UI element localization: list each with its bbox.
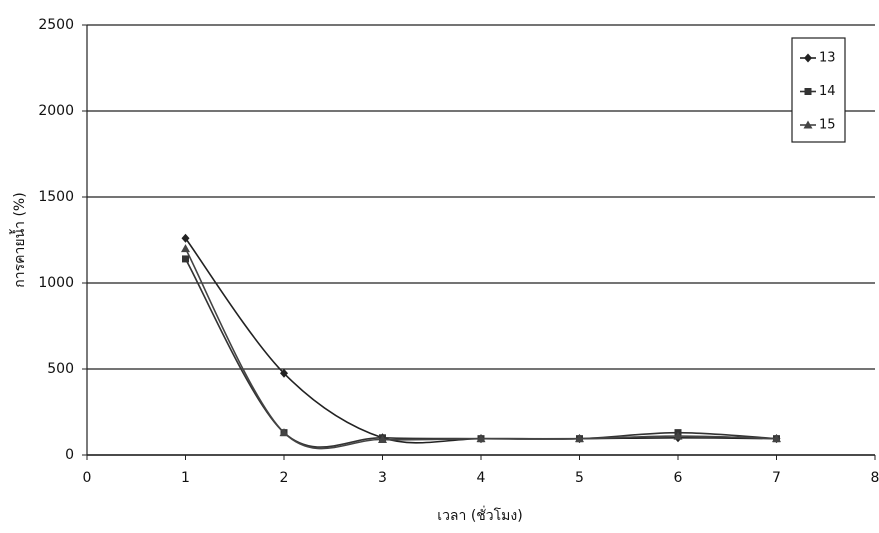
legend: 13 14 15 xyxy=(791,37,846,143)
y-tick-label: 2500 xyxy=(38,17,74,33)
x-tick-label: 6 xyxy=(674,470,683,486)
marker xyxy=(181,244,190,253)
y-tick-label: 2000 xyxy=(38,103,74,119)
y-axis-title: การคายน้ำ (%) xyxy=(9,192,28,287)
y-tick-label: 500 xyxy=(47,361,74,377)
legend-label: 14 xyxy=(819,84,836,99)
marker xyxy=(575,434,584,443)
y-tick-label: 1000 xyxy=(38,275,74,291)
marker xyxy=(804,88,812,95)
marker xyxy=(476,434,486,443)
x-tick-label: 1 xyxy=(181,470,190,486)
legend-label: 13 xyxy=(819,51,836,66)
marker xyxy=(673,431,683,440)
series-line xyxy=(184,258,777,448)
legend-label: 15 xyxy=(819,118,836,133)
x-tick-label: 8 xyxy=(871,470,879,486)
marker xyxy=(772,434,781,443)
y-tick-label: 0 xyxy=(65,447,74,463)
marker xyxy=(182,255,189,263)
series-line xyxy=(184,237,777,444)
x-tick-label: 5 xyxy=(575,470,584,486)
x-tick-label: 2 xyxy=(280,470,289,486)
marker xyxy=(378,435,387,444)
series-line xyxy=(184,248,777,450)
x-tick-label: 7 xyxy=(772,470,781,486)
marker xyxy=(279,428,289,437)
x-tick-label: 3 xyxy=(378,470,387,486)
marker xyxy=(803,120,813,129)
marker xyxy=(804,53,812,63)
x-tick-label: 0 xyxy=(83,470,92,486)
x-tick-label: 4 xyxy=(477,470,486,486)
x-axis-title: เวลา (ชั่วโมง) xyxy=(437,506,522,524)
y-tick-label: 1500 xyxy=(38,189,74,205)
marker xyxy=(280,368,288,378)
marker xyxy=(181,233,190,243)
